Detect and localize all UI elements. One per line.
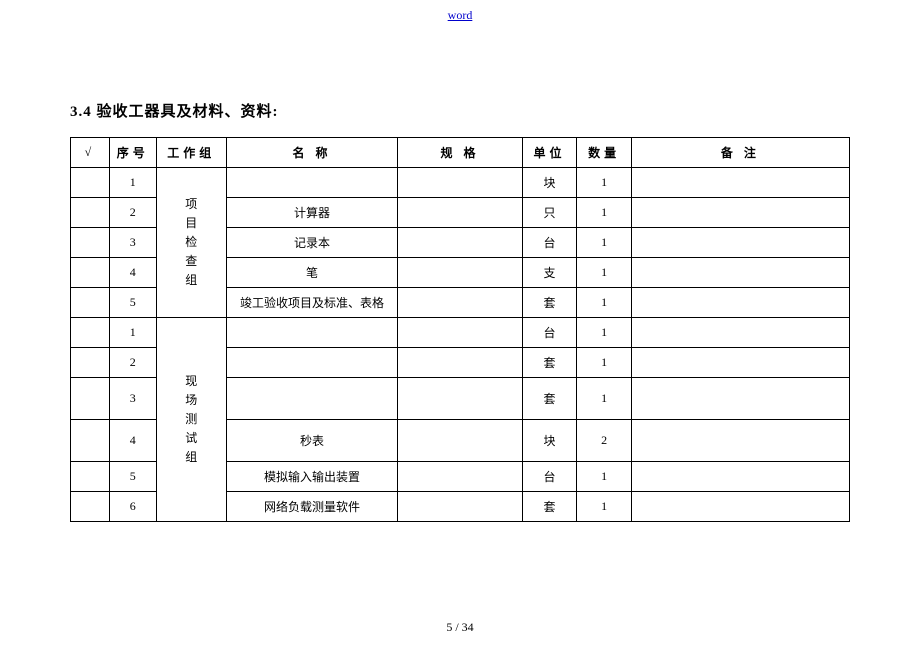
cell-seq: 4 — [109, 420, 156, 462]
col-unit: 单位 — [522, 138, 577, 168]
cell-check — [71, 378, 110, 420]
cell-unit: 支 — [522, 258, 577, 288]
cell-qty: 1 — [577, 168, 632, 198]
cell-check — [71, 228, 110, 258]
cell-qty: 1 — [577, 288, 632, 318]
cell-unit: 块 — [522, 168, 577, 198]
cell-check — [71, 288, 110, 318]
cell-qty: 1 — [577, 198, 632, 228]
cell-spec — [398, 288, 523, 318]
cell-qty: 1 — [577, 378, 632, 420]
cell-qty: 1 — [577, 228, 632, 258]
cell-spec — [398, 462, 523, 492]
cell-check — [71, 258, 110, 288]
cell-check — [71, 348, 110, 378]
cell-note — [631, 168, 849, 198]
page-number: 5 / 34 — [0, 620, 920, 635]
col-name: 名 称 — [226, 138, 397, 168]
cell-qty: 1 — [577, 462, 632, 492]
cell-note — [631, 462, 849, 492]
cell-qty: 1 — [577, 258, 632, 288]
cell-name — [226, 378, 397, 420]
cell-unit: 台 — [522, 462, 577, 492]
header-link: word — [0, 8, 920, 23]
cell-name: 网络负载测量软件 — [226, 492, 397, 522]
cell-name — [226, 168, 397, 198]
cell-name: 计算器 — [226, 198, 397, 228]
cell-group-1: 项目检查组 — [156, 168, 226, 318]
cell-check — [71, 168, 110, 198]
cell-note — [631, 288, 849, 318]
cell-spec — [398, 168, 523, 198]
materials-table: √ 序号 工作组 名 称 规 格 单位 数量 备 注 1 项目检查组 块 1 2… — [70, 137, 850, 522]
cell-spec — [398, 198, 523, 228]
cell-check — [71, 318, 110, 348]
cell-spec — [398, 348, 523, 378]
cell-note — [631, 258, 849, 288]
table-header-row: √ 序号 工作组 名 称 规 格 单位 数量 备 注 — [71, 138, 850, 168]
cell-check — [71, 198, 110, 228]
col-check: √ — [71, 138, 110, 168]
cell-spec — [398, 318, 523, 348]
cell-unit: 套 — [522, 492, 577, 522]
cell-name — [226, 318, 397, 348]
cell-note — [631, 318, 849, 348]
cell-spec — [398, 258, 523, 288]
cell-name: 秒表 — [226, 420, 397, 462]
cell-unit: 套 — [522, 348, 577, 378]
cell-seq: 6 — [109, 492, 156, 522]
cell-note — [631, 492, 849, 522]
cell-qty: 2 — [577, 420, 632, 462]
col-spec: 规 格 — [398, 138, 523, 168]
table-row: 1 项目检查组 块 1 — [71, 168, 850, 198]
cell-note — [631, 378, 849, 420]
cell-unit: 块 — [522, 420, 577, 462]
col-qty: 数量 — [577, 138, 632, 168]
header-link-text[interactable]: word — [448, 8, 473, 22]
cell-unit: 台 — [522, 228, 577, 258]
col-note: 备 注 — [631, 138, 849, 168]
cell-name — [226, 348, 397, 378]
cell-note — [631, 348, 849, 378]
cell-note — [631, 198, 849, 228]
col-group: 工作组 — [156, 138, 226, 168]
content-area: 3.4 验收工器具及材料、资料: √ 序号 工作组 名 称 规 格 单位 数量 … — [0, 0, 920, 522]
cell-name: 模拟输入输出装置 — [226, 462, 397, 492]
cell-check — [71, 492, 110, 522]
cell-unit: 套 — [522, 378, 577, 420]
cell-spec — [398, 492, 523, 522]
cell-seq: 1 — [109, 318, 156, 348]
cell-note — [631, 228, 849, 258]
section-title: 3.4 验收工器具及材料、资料: — [70, 100, 850, 121]
cell-qty: 1 — [577, 492, 632, 522]
cell-unit: 台 — [522, 318, 577, 348]
cell-spec — [398, 378, 523, 420]
cell-seq: 3 — [109, 378, 156, 420]
cell-seq: 2 — [109, 348, 156, 378]
cell-unit: 套 — [522, 288, 577, 318]
cell-group-2: 现场测试组 — [156, 318, 226, 522]
cell-spec — [398, 420, 523, 462]
cell-seq: 4 — [109, 258, 156, 288]
cell-note — [631, 420, 849, 462]
cell-seq: 1 — [109, 168, 156, 198]
cell-name: 笔 — [226, 258, 397, 288]
cell-check — [71, 462, 110, 492]
cell-qty: 1 — [577, 348, 632, 378]
cell-unit: 只 — [522, 198, 577, 228]
cell-qty: 1 — [577, 318, 632, 348]
cell-name: 竣工验收项目及标准、表格 — [226, 288, 397, 318]
col-seq: 序号 — [109, 138, 156, 168]
cell-seq: 5 — [109, 288, 156, 318]
cell-seq: 3 — [109, 228, 156, 258]
cell-name: 记录本 — [226, 228, 397, 258]
cell-spec — [398, 228, 523, 258]
cell-seq: 2 — [109, 198, 156, 228]
cell-seq: 5 — [109, 462, 156, 492]
table-row: 1 现场测试组 台 1 — [71, 318, 850, 348]
cell-check — [71, 420, 110, 462]
